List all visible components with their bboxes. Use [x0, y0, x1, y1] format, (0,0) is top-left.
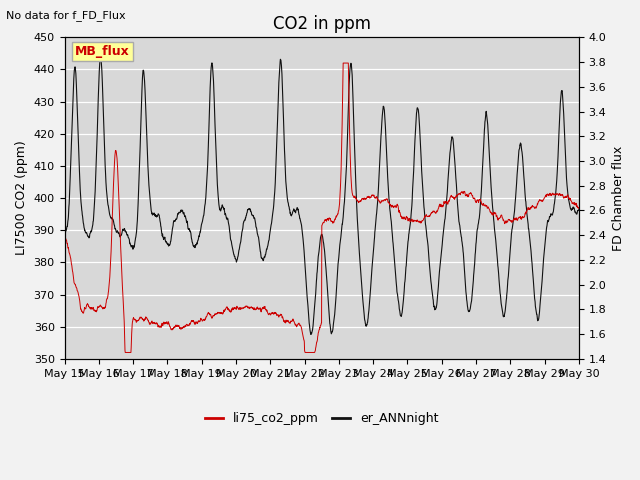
Text: MB_flux: MB_flux — [75, 46, 129, 59]
Y-axis label: FD Chamber flux: FD Chamber flux — [612, 145, 625, 251]
Y-axis label: LI7500 CO2 (ppm): LI7500 CO2 (ppm) — [15, 141, 28, 255]
Legend: li75_co2_ppm, er_ANNnight: li75_co2_ppm, er_ANNnight — [200, 407, 444, 430]
Text: No data for f_FD_Flux: No data for f_FD_Flux — [6, 10, 126, 21]
Title: CO2 in ppm: CO2 in ppm — [273, 15, 371, 33]
